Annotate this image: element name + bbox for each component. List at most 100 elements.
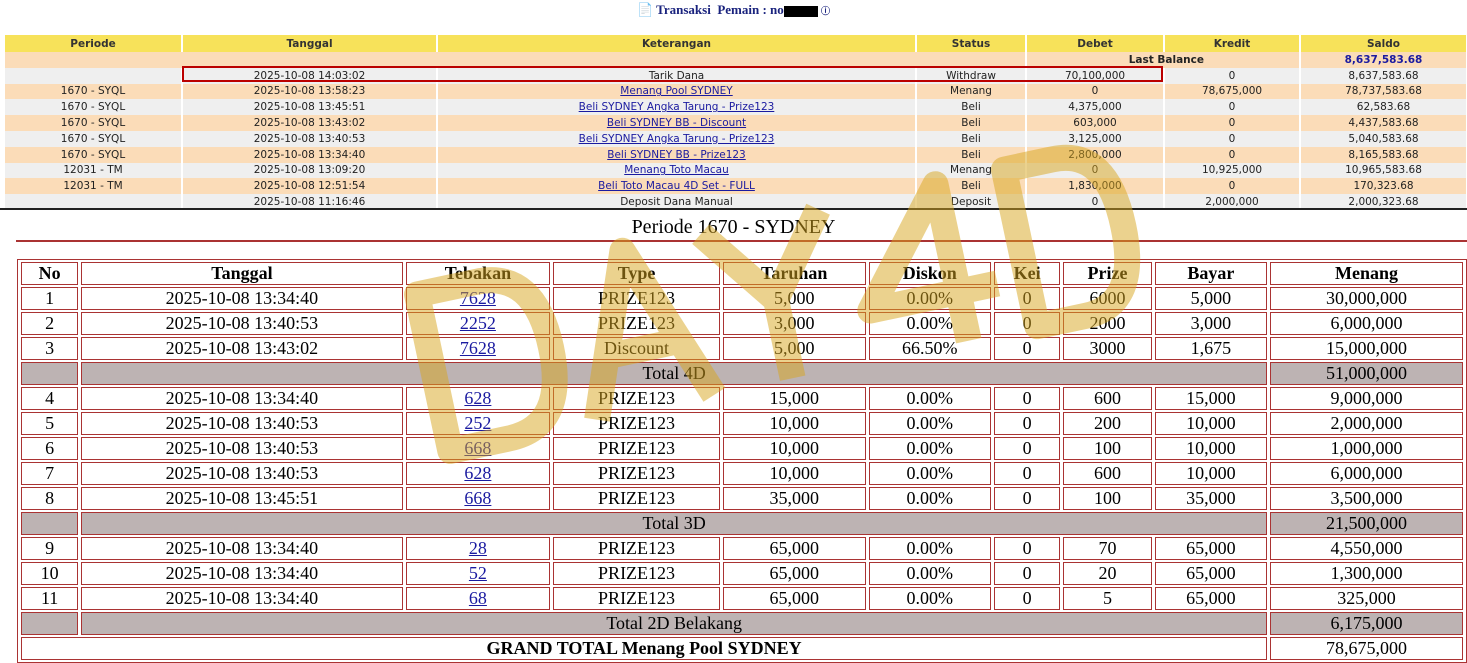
type-cell: PRIZE123: [553, 462, 720, 485]
diskon-cell: 0.00%: [868, 462, 992, 485]
status-cell: Menang: [916, 162, 1027, 179]
periode-cell: [5, 194, 183, 210]
tanggal-cell: 2025-10-08 13:40:53: [81, 437, 403, 460]
kredit-cell: 78,675,000: [1164, 83, 1301, 100]
table-row: 10 2025-10-08 13:34:40 52 PRIZE123 65,000 0.0…: [21, 562, 1463, 585]
debet-cell: 0: [1026, 162, 1165, 179]
taruhan-cell: 3,000: [722, 312, 866, 335]
transaksi-link[interactable]: Transaksi: [656, 2, 711, 17]
tebakan-link[interactable]: 68: [468, 588, 487, 608]
saldo-cell: 8,637,583.68: [1300, 67, 1467, 84]
kei-cell: 0: [994, 537, 1061, 560]
keterangan-link[interactable]: Beli SYDNEY BB - Prize123: [607, 148, 746, 161]
tebakan-link[interactable]: 668: [464, 438, 492, 458]
tanggal-cell: 2025-10-08 13:45:51: [182, 99, 438, 116]
no-cell: 1: [21, 287, 79, 310]
tebakan-link[interactable]: 628: [464, 463, 492, 483]
diskon-cell: 0.00%: [868, 387, 992, 410]
tebakan-cell: 52: [405, 562, 551, 585]
table-row: 6 2025-10-08 13:40:53 668 PRIZE123 10,000 0.0…: [21, 437, 1463, 460]
table-row: 5 2025-10-08 13:40:53 252 PRIZE123 10,000 0.0…: [21, 412, 1463, 435]
subtotal-row: Total 4D 51,000,000: [21, 362, 1463, 385]
periode-cell: 12031 - TM: [5, 178, 183, 195]
keterangan-link[interactable]: Beli SYDNEY Angka Tarung - Prize123: [578, 101, 775, 114]
bayar-cell: 15,000: [1154, 387, 1268, 410]
info-icon[interactable]: ⓘ: [821, 6, 831, 16]
keterangan-link[interactable]: Menang Toto Macau: [624, 164, 729, 177]
menang-cell: 30,000,000: [1270, 287, 1463, 310]
status-cell: Beli: [916, 146, 1027, 163]
debet-cell: 3,125,000: [1026, 130, 1165, 147]
kei-cell: 0: [994, 437, 1061, 460]
debet-cell: 4,375,000: [1026, 99, 1165, 116]
tebakan-link[interactable]: 7628: [459, 338, 496, 358]
keterangan-cell: Menang Pool SYDNEY: [437, 83, 917, 100]
column-header: No: [21, 262, 79, 285]
bayar-cell: 35,000: [1154, 487, 1268, 510]
tanggal-cell: 2025-10-08 13:34:40: [81, 587, 403, 610]
tebakan-link[interactable]: 668: [464, 488, 492, 508]
keterangan-link[interactable]: Beli SYDNEY BB - Discount: [606, 117, 747, 130]
no-cell: 7: [21, 462, 79, 485]
column-header: Diskon: [868, 262, 992, 285]
subtotal-value: 51,000,000: [1270, 362, 1463, 385]
tebakan-link[interactable]: 628: [464, 388, 492, 408]
type-cell: PRIZE123: [553, 287, 720, 310]
bayar-cell: 65,000: [1154, 587, 1268, 610]
table-row: 2 2025-10-08 13:40:53 2252 PRIZE123 3,000 0.0…: [21, 312, 1463, 335]
type-cell: PRIZE123: [553, 562, 720, 585]
tanggal-cell: 2025-10-08 13:34:40: [81, 287, 403, 310]
tebakan-link[interactable]: 252: [464, 413, 492, 433]
document-icon: 📄: [636, 2, 654, 17]
tanggal-cell: 2025-10-08 12:51:54: [182, 178, 438, 195]
tanggal-cell: 2025-10-08 13:40:53: [81, 462, 403, 485]
saldo-cell: 170,323.68: [1300, 178, 1467, 195]
table-row: 2025-10-08 14:03:02 Tarik Dana Withdraw 70,…: [5, 67, 1467, 84]
tebakan-link[interactable]: 7628: [459, 288, 496, 308]
column-header: Menang: [1270, 262, 1463, 285]
status-cell: Beli: [916, 115, 1027, 131]
kredit-cell: 0: [1164, 67, 1301, 84]
tebakan-link[interactable]: 28: [468, 538, 487, 558]
tanggal-cell: 2025-10-08 13:34:40: [81, 537, 403, 560]
grand-total-label: GRAND TOTAL Menang Pool SYDNEY: [21, 637, 1268, 660]
kei-cell: 0: [994, 287, 1061, 310]
grand-total-row: GRAND TOTAL Menang Pool SYDNEY 78,675,000: [21, 637, 1463, 660]
tebakan-link[interactable]: 52: [468, 563, 487, 583]
subtotal-label: Total 4D: [81, 362, 1268, 385]
saldo-cell: 5,040,583.68: [1300, 130, 1467, 147]
no-cell: 8: [21, 487, 79, 510]
table-row: 12031 - TM 2025-10-08 13:09:20 Menang Toto…: [5, 162, 1467, 179]
keterangan-link[interactable]: Menang Pool SYDNEY: [620, 85, 733, 98]
tanggal-cell: 2025-10-08 11:16:46: [182, 194, 438, 210]
empty-cell: [21, 362, 79, 385]
debet-cell: 2,800,000: [1026, 146, 1165, 163]
tebakan-cell: 68: [405, 587, 551, 610]
column-header: Keterangan: [437, 35, 917, 52]
last-balance-row: Last Balance 8,637,583.68: [5, 52, 1467, 68]
keterangan-cell: Beli SYDNEY Angka Tarung - Prize123: [437, 99, 917, 116]
keterangan-link[interactable]: Beli Toto Macau 4D Set - FULL: [598, 180, 755, 193]
type-cell: PRIZE123: [553, 537, 720, 560]
tebakan-cell: 628: [405, 462, 551, 485]
no-cell: 10: [21, 562, 79, 585]
keterangan-link[interactable]: Beli SYDNEY Angka Tarung - Prize123: [578, 132, 775, 145]
no-cell: 4: [21, 387, 79, 410]
saldo-cell: 62,583.68: [1300, 99, 1467, 116]
column-header: Taruhan: [722, 262, 866, 285]
tebakan-cell: 668: [405, 487, 551, 510]
prize-cell: 100: [1063, 437, 1152, 460]
prize-cell: 20: [1063, 562, 1152, 585]
saldo-cell: 2,000,323.68: [1300, 194, 1467, 210]
saldo-cell: 4,437,583.68: [1300, 115, 1467, 131]
tebakan-link[interactable]: 2252: [459, 313, 496, 333]
taruhan-cell: 5,000: [722, 337, 866, 360]
type-cell: PRIZE123: [553, 487, 720, 510]
column-header: Prize: [1063, 262, 1152, 285]
taruhan-cell: 10,000: [722, 462, 866, 485]
subtotal-label: Total 2D Belakang: [81, 612, 1268, 635]
prize-cell: 3000: [1063, 337, 1152, 360]
saldo-cell: 78,737,583.68: [1300, 83, 1467, 100]
column-header: Type: [553, 262, 720, 285]
column-header: Status: [916, 35, 1027, 52]
